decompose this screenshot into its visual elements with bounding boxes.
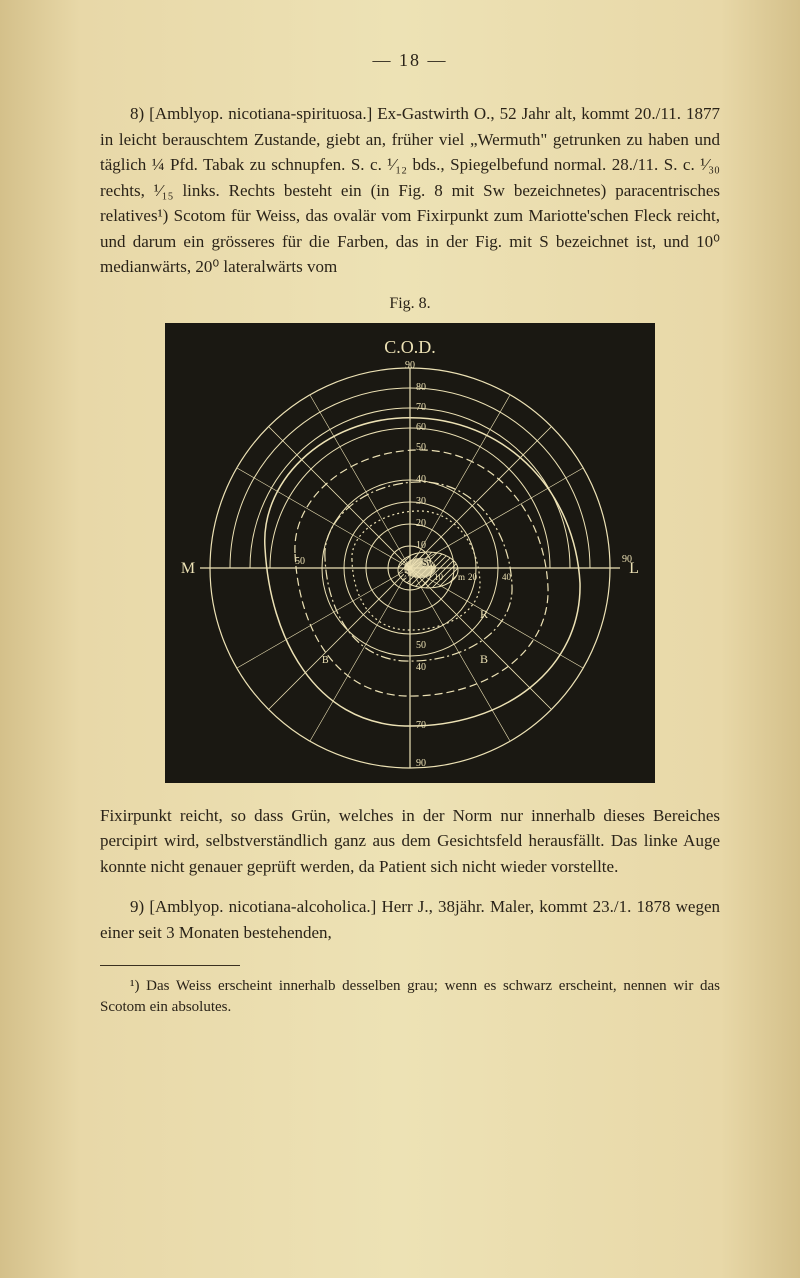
svg-text:50: 50 bbox=[295, 556, 305, 567]
svg-text:60: 60 bbox=[416, 422, 426, 433]
svg-text:10: 10 bbox=[434, 572, 444, 582]
visual-field-chart: C.O.D. 90 bbox=[165, 323, 655, 783]
svg-text:30: 30 bbox=[416, 496, 426, 507]
svg-text:50: 50 bbox=[416, 442, 426, 453]
svg-text:70: 70 bbox=[416, 720, 426, 731]
svg-text:70: 70 bbox=[416, 402, 426, 413]
svg-text:20: 20 bbox=[468, 572, 478, 582]
paragraph-3: 9) [Amblyop. nicotiana-alcoholica.] Herr… bbox=[100, 894, 720, 945]
svg-text:20: 20 bbox=[416, 518, 426, 529]
svg-text:R: R bbox=[480, 607, 488, 621]
svg-text:50: 50 bbox=[416, 640, 426, 651]
figure-label: Fig. 8. bbox=[100, 295, 720, 313]
svg-text:m: m bbox=[458, 572, 465, 582]
svg-text:10: 10 bbox=[416, 540, 426, 551]
page-number: — 18 — bbox=[100, 50, 720, 71]
footnote-rule bbox=[100, 965, 240, 966]
svg-text:90: 90 bbox=[416, 758, 426, 769]
footnote-1: ¹) Das Weiss erscheint innerhalb desselb… bbox=[100, 976, 720, 1018]
svg-text:90: 90 bbox=[622, 554, 632, 565]
paragraph-2: Fixirpunkt reicht, so dass Grün, welches… bbox=[100, 803, 720, 880]
svg-text:40: 40 bbox=[416, 662, 426, 673]
svg-text:Sw: Sw bbox=[422, 558, 436, 569]
svg-text:40: 40 bbox=[416, 474, 426, 485]
svg-text:40: 40 bbox=[502, 572, 512, 582]
svg-text:B: B bbox=[322, 655, 329, 666]
svg-text:B: B bbox=[480, 652, 488, 666]
svg-text:M: M bbox=[181, 560, 195, 577]
svg-text:S: S bbox=[402, 567, 409, 581]
paragraph-1: 8) [Amblyop. nicotiana-spirituosa.] Ex-G… bbox=[100, 101, 720, 280]
chart-title: C.O.D. bbox=[384, 337, 436, 357]
figure-container: C.O.D. 90 bbox=[100, 323, 720, 783]
svg-text:80: 80 bbox=[416, 382, 426, 393]
